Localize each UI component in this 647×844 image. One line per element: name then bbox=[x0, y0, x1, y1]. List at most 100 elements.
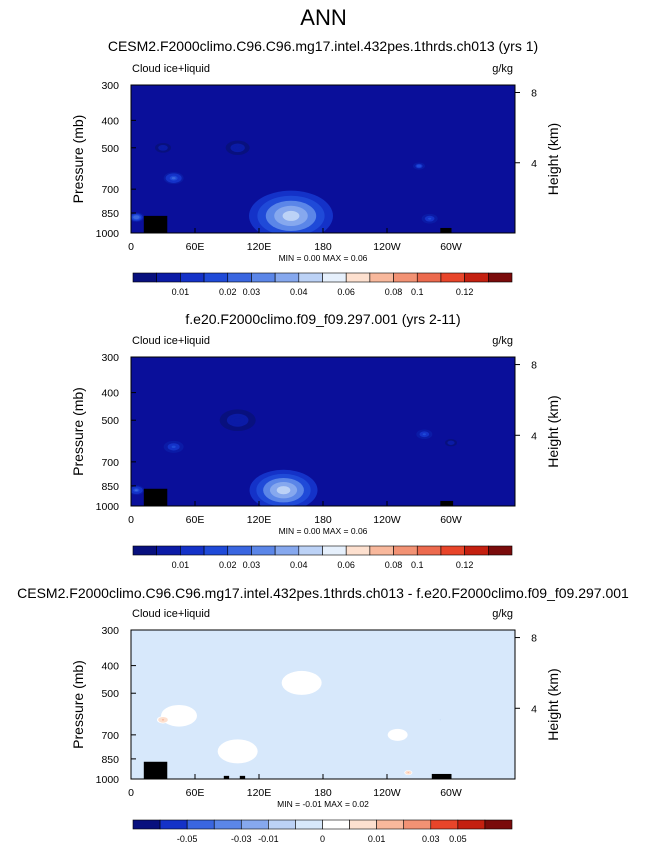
panel-3-colorbar-label-3: 0 bbox=[320, 834, 325, 844]
panel-1-colorbar-box-5 bbox=[251, 272, 276, 283]
panel-2-ytick-label-5: 1000 bbox=[96, 501, 120, 513]
panel-1-colorbar-box-13 bbox=[440, 272, 465, 283]
panel-1-colorbar-box-1 bbox=[156, 272, 181, 283]
panel-2-colorbar-box-14 bbox=[464, 545, 489, 556]
panel-2-stats: MIN = 0.00 MAX = 0.06 bbox=[279, 526, 368, 536]
panel-1-colorbar-box-2 bbox=[180, 272, 205, 283]
panel-3-colorbar-box-3 bbox=[213, 819, 242, 830]
panel-3-colorbar-box-10 bbox=[403, 819, 432, 830]
panel-1-feature-4-ring-4 bbox=[235, 146, 241, 150]
panel-1-colorbar-label-2: 0.03 bbox=[243, 287, 261, 297]
panel-1-ylabel-right: Height (km) bbox=[545, 123, 561, 195]
panel-1-colorbar-box-9 bbox=[345, 272, 371, 283]
panel-1-ytick-label-5: 1000 bbox=[96, 228, 120, 240]
panel-1-ylabel: Pressure (mb) bbox=[70, 115, 86, 204]
panel-3-xtick-label-3: 180 bbox=[314, 787, 332, 799]
panel-3-ytick-label-4: 850 bbox=[101, 754, 119, 766]
panel-2-colorbar-box-11 bbox=[393, 545, 418, 556]
panel-2-xtick-label-5: 60W bbox=[440, 514, 462, 526]
panel-1-ytick-label-2: 500 bbox=[101, 143, 119, 155]
panel-3-xtick-label-5: 60W bbox=[440, 787, 462, 799]
panel-2-variable-label: Cloud ice+liquid bbox=[132, 335, 210, 347]
panel-2-colorbar-label-0: 0.01 bbox=[172, 560, 190, 570]
panel-3-colorbar-box-6 bbox=[295, 819, 323, 830]
panel-3-variable-label: Cloud ice+liquid bbox=[132, 608, 210, 620]
panel-1-colorbar-box-14 bbox=[464, 272, 489, 283]
panel-2-title: f.e20.F2000climo.f09_f09.297.001 (yrs 2-… bbox=[185, 311, 460, 327]
panel-2-colorbar-label-1: 0.02 bbox=[219, 560, 237, 570]
panel-2-colorbar-box-6 bbox=[274, 545, 300, 556]
panel-3-ytick-label-3: 700 bbox=[101, 730, 119, 742]
panel-1-stats: MIN = 0.00 MAX = 0.06 bbox=[279, 253, 368, 263]
panel-1-feature-6-ring-4 bbox=[428, 217, 432, 220]
panel-3-ytick-label-1: 400 bbox=[101, 661, 119, 673]
panel-1-xtick-label-1: 60E bbox=[186, 241, 205, 253]
panel-3-land-mask-2 bbox=[239, 775, 246, 779]
panel-1-ytick-label-0: 300 bbox=[101, 80, 119, 92]
panel-1-ytick-label-4: 850 bbox=[101, 208, 119, 220]
panel-2-colorbar-box-15 bbox=[488, 545, 513, 556]
panel-3-rtick-label-0: 8 bbox=[531, 633, 537, 645]
panel-1-colorbar-label-5: 0.08 bbox=[385, 287, 403, 297]
panel-1-xtick-label-4: 120W bbox=[373, 241, 401, 253]
panel-3-feature-3-ring-4 bbox=[161, 719, 165, 721]
panel-2-land-mask-1 bbox=[440, 500, 454, 506]
panel-1-colorbar-box-3 bbox=[203, 272, 229, 283]
panel-1-colorbar-label-7: 0.12 bbox=[456, 287, 474, 297]
panel-2-colorbar-label-7: 0.12 bbox=[456, 560, 474, 570]
panel-1-xtick-label-0: 0 bbox=[128, 241, 134, 253]
panel-3-colorbar-label-5: 0.03 bbox=[422, 834, 440, 844]
panel-3-colorbar-box-2 bbox=[186, 819, 215, 830]
panel-2-features bbox=[131, 409, 457, 506]
panel-2-colorbar-box-7 bbox=[298, 545, 323, 556]
panel-2-ytick-label-1: 400 bbox=[101, 388, 119, 400]
panel-2-feature-1-ring-4 bbox=[171, 445, 176, 449]
panel-2-feature-3-ring-4 bbox=[422, 433, 426, 436]
panel-2-colorbar-box-0 bbox=[132, 545, 157, 556]
panel-1-feature-5-ring-4 bbox=[161, 146, 165, 149]
panel-1-rtick-label-1: 4 bbox=[531, 158, 537, 170]
panel-2-colorbar-box-9 bbox=[345, 545, 371, 556]
panel-3-stats: MIN = -0.01 MAX = 0.02 bbox=[277, 799, 369, 809]
panel-1-xtick-label-3: 180 bbox=[314, 241, 332, 253]
panel-1-xtick-label-5: 60W bbox=[440, 241, 462, 253]
panel-2-ylabel: Pressure (mb) bbox=[70, 387, 86, 476]
panel-2-rtick-label-1: 4 bbox=[531, 430, 537, 442]
panel-1-colorbar-label-6: 0.1 bbox=[411, 287, 424, 297]
panel-3-colorbar-box-0 bbox=[132, 819, 161, 830]
panel-3-land-mask-3 bbox=[431, 773, 451, 779]
panel-2-xtick-label-0: 0 bbox=[128, 514, 134, 526]
panel-3-colorbar-box-11 bbox=[430, 819, 459, 830]
panel-2-colorbar-box-13 bbox=[440, 545, 465, 556]
panel-1-land-mask-0 bbox=[143, 215, 168, 233]
panel-1-colorbar-box-8 bbox=[322, 272, 347, 283]
panel-1-title: CESM2.F2000climo.C96.C96.mg17.intel.432p… bbox=[108, 38, 538, 54]
panel-2-land-mask-0 bbox=[143, 488, 168, 506]
panel-1-colorbar-box-7 bbox=[298, 272, 323, 283]
panel-2-colorbar-box-2 bbox=[180, 545, 205, 556]
panel-1-colorbar-box-0 bbox=[132, 272, 157, 283]
panel-3-land-mask-1 bbox=[223, 775, 230, 779]
panel-1-colorbar-box-12 bbox=[416, 272, 442, 283]
panel-2-colorbar-box-8 bbox=[322, 545, 347, 556]
panel-2-colorbar-box-4 bbox=[227, 545, 252, 556]
panel-1-xtick-label-2: 120E bbox=[247, 241, 272, 253]
panel-2-ytick-label-0: 300 bbox=[101, 352, 119, 364]
panel-3-colorbar-box-1 bbox=[159, 819, 188, 830]
panel-1-rtick-label-0: 8 bbox=[531, 88, 537, 100]
panel-3-colorbar-box-5 bbox=[268, 819, 296, 830]
panel-3-feature-4-ring-4 bbox=[407, 772, 410, 774]
panel-2-colorbar-label-5: 0.08 bbox=[385, 560, 403, 570]
panel-2-feature-4-ring-4 bbox=[234, 418, 242, 423]
panel-3-colorbar-box-13 bbox=[484, 819, 513, 830]
panel-3-feature-5-ring-4 bbox=[439, 719, 441, 721]
panel-1-colorbar-label-1: 0.02 bbox=[219, 287, 237, 297]
panel-3-xtick-label-4: 120W bbox=[373, 787, 401, 799]
panel-3-rtick-label-1: 4 bbox=[531, 703, 537, 715]
panel-3-ytick-label-0: 300 bbox=[101, 625, 119, 637]
panel-3-colorbar-label-1: -0.03 bbox=[231, 834, 252, 844]
panel-3-colorbar-label-4: 0.01 bbox=[368, 834, 386, 844]
panel-3-units-label: g/kg bbox=[492, 608, 513, 620]
